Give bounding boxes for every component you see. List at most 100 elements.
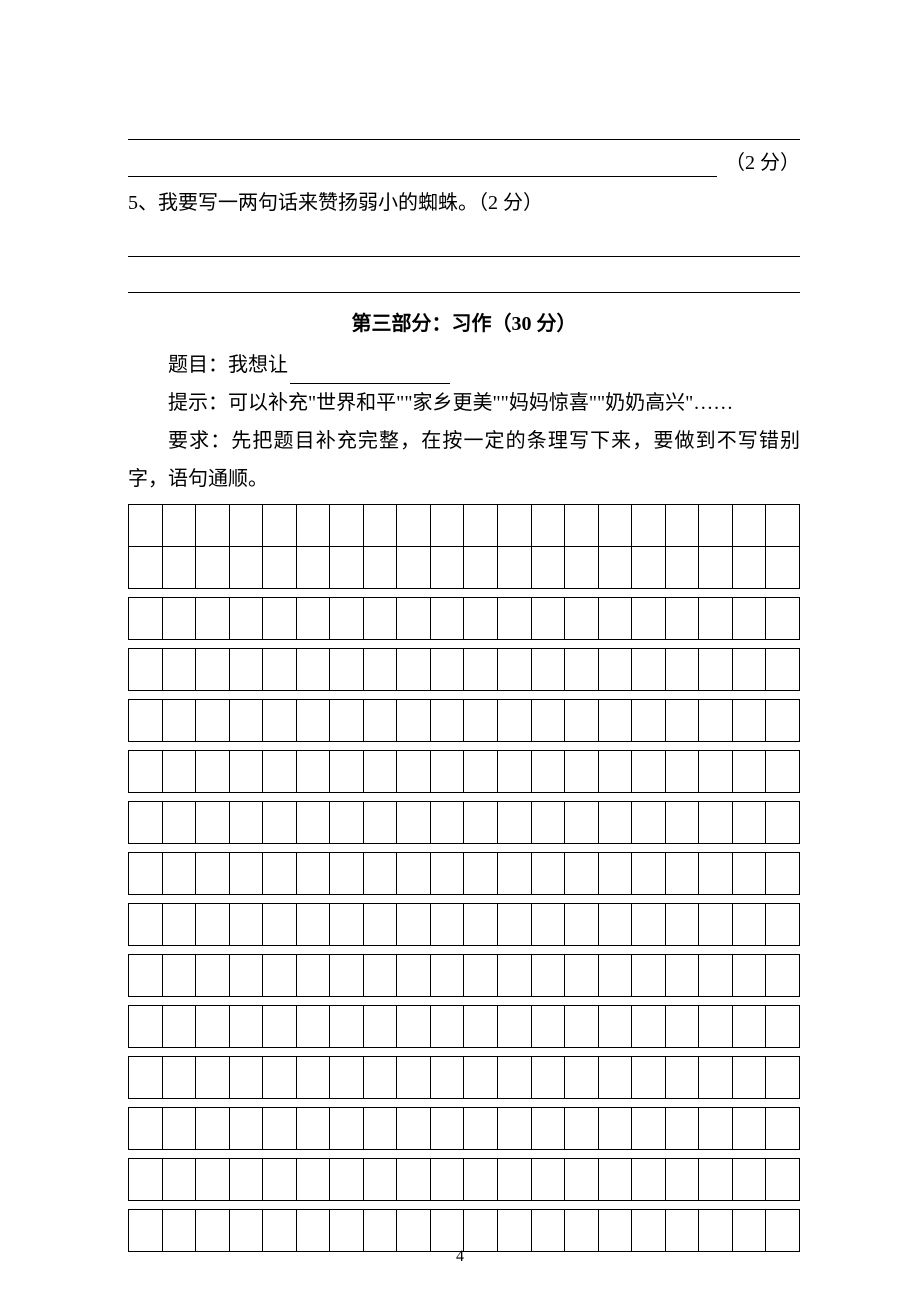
writing-grid-cell[interactable] (598, 904, 632, 946)
writing-grid-cell[interactable] (665, 1006, 699, 1048)
q5-blank-line-2[interactable] (128, 263, 800, 293)
writing-grid-cell[interactable] (196, 751, 230, 793)
writing-grid-cell[interactable] (129, 1108, 163, 1150)
writing-grid-cell[interactable] (699, 547, 733, 589)
writing-grid-cell[interactable] (129, 1006, 163, 1048)
writing-grid-cell[interactable] (397, 649, 431, 691)
writing-grid-cell[interactable] (397, 700, 431, 742)
writing-grid-cell[interactable] (699, 505, 733, 547)
writing-grid-cell[interactable] (632, 1057, 666, 1099)
writing-grid-cell[interactable] (565, 547, 599, 589)
writing-grid-cell[interactable] (732, 1159, 766, 1201)
writing-grid-cell[interactable] (397, 904, 431, 946)
writing-grid-cell[interactable] (598, 853, 632, 895)
writing-grid-cell[interactable] (296, 853, 330, 895)
writing-grid-cell[interactable] (498, 547, 532, 589)
writing-grid-cell[interactable] (129, 1210, 163, 1252)
writing-grid-cell[interactable] (665, 853, 699, 895)
writing-grid-cell[interactable] (330, 598, 364, 640)
writing-grid-cell[interactable] (397, 853, 431, 895)
writing-grid-cell[interactable] (732, 1057, 766, 1099)
writing-grid-cell[interactable] (464, 955, 498, 997)
writing-grid-cell[interactable] (263, 505, 297, 547)
writing-grid-cell[interactable] (263, 955, 297, 997)
writing-grid-cell[interactable] (162, 547, 196, 589)
writing-grid-row-table[interactable] (128, 1005, 800, 1048)
writing-grid-cell[interactable] (699, 751, 733, 793)
writing-grid-cell[interactable] (732, 853, 766, 895)
writing-grid-cell[interactable] (363, 598, 397, 640)
writing-grid-row-table[interactable] (128, 954, 800, 997)
writing-grid-cell[interactable] (330, 1210, 364, 1252)
writing-grid-cell[interactable] (229, 1210, 263, 1252)
writing-grid-cell[interactable] (565, 751, 599, 793)
writing-grid-cell[interactable] (162, 955, 196, 997)
writing-grid-cell[interactable] (699, 853, 733, 895)
writing-grid-cell[interactable] (464, 1057, 498, 1099)
writing-grid-cell[interactable] (766, 955, 800, 997)
writing-grid-cell[interactable] (196, 802, 230, 844)
writing-grid-cell[interactable] (732, 904, 766, 946)
writing-grid-cell[interactable] (430, 1159, 464, 1201)
writing-grid-cell[interactable] (397, 1210, 431, 1252)
writing-grid-cell[interactable] (665, 1108, 699, 1150)
writing-grid-row-table[interactable] (128, 903, 800, 946)
writing-grid-cell[interactable] (565, 700, 599, 742)
writing-grid-cell[interactable] (196, 853, 230, 895)
answer-blank-line-1[interactable] (128, 110, 800, 140)
writing-grid-cell[interactable] (330, 1159, 364, 1201)
writing-grid-cell[interactable] (397, 802, 431, 844)
writing-grid-cell[interactable] (598, 547, 632, 589)
writing-grid-cell[interactable] (565, 598, 599, 640)
writing-grid-cell[interactable] (598, 751, 632, 793)
writing-grid-cell[interactable] (196, 1057, 230, 1099)
writing-grid-cell[interactable] (632, 1108, 666, 1150)
writing-grid-cell[interactable] (263, 1210, 297, 1252)
writing-grid-cell[interactable] (498, 598, 532, 640)
writing-grid-cell[interactable] (531, 1006, 565, 1048)
writing-grid-cell[interactable] (498, 751, 532, 793)
writing-grid-cell[interactable] (766, 649, 800, 691)
writing-grid-row-table[interactable] (128, 1107, 800, 1150)
writing-grid-cell[interactable] (229, 1006, 263, 1048)
writing-grid-cell[interactable] (565, 1210, 599, 1252)
writing-grid-cell[interactable] (263, 1159, 297, 1201)
writing-grid-cell[interactable] (598, 1006, 632, 1048)
writing-grid-cell[interactable] (598, 802, 632, 844)
writing-grid-cell[interactable] (229, 955, 263, 997)
writing-grid-cell[interactable] (129, 802, 163, 844)
writing-grid-cell[interactable] (363, 649, 397, 691)
writing-grid-cell[interactable] (732, 802, 766, 844)
writing-grid-cell[interactable] (129, 700, 163, 742)
writing-grid-cell[interactable] (498, 955, 532, 997)
writing-grid-cell[interactable] (330, 649, 364, 691)
writing-grid-cell[interactable] (430, 547, 464, 589)
writing-grid-cell[interactable] (498, 802, 532, 844)
writing-grid-cell[interactable] (699, 904, 733, 946)
writing-grid-row-table[interactable] (128, 1056, 800, 1099)
writing-grid-cell[interactable] (330, 1057, 364, 1099)
writing-grid-cell[interactable] (397, 955, 431, 997)
writing-grid-cell[interactable] (196, 1108, 230, 1150)
writing-grid-cell[interactable] (699, 649, 733, 691)
writing-grid-cell[interactable] (296, 802, 330, 844)
writing-grid-cell[interactable] (699, 1057, 733, 1099)
writing-grid-cell[interactable] (464, 1006, 498, 1048)
writing-grid-cell[interactable] (162, 700, 196, 742)
writing-grid-cell[interactable] (464, 598, 498, 640)
writing-grid-cell[interactable] (363, 802, 397, 844)
writing-grid-cell[interactable] (263, 1057, 297, 1099)
writing-grid-cell[interactable] (430, 598, 464, 640)
writing-grid-cell[interactable] (129, 955, 163, 997)
writing-grid-cell[interactable] (263, 700, 297, 742)
writing-grid-cell[interactable] (464, 904, 498, 946)
writing-grid-row-table[interactable] (128, 699, 800, 742)
writing-grid-cell[interactable] (665, 547, 699, 589)
writing-grid-cell[interactable] (129, 1057, 163, 1099)
writing-grid-cell[interactable] (665, 1159, 699, 1201)
writing-grid-cell[interactable] (162, 1159, 196, 1201)
writing-grid-cell[interactable] (531, 1108, 565, 1150)
writing-grid-cell[interactable] (397, 505, 431, 547)
writing-grid-cell[interactable] (464, 505, 498, 547)
writing-grid-cell[interactable] (162, 649, 196, 691)
